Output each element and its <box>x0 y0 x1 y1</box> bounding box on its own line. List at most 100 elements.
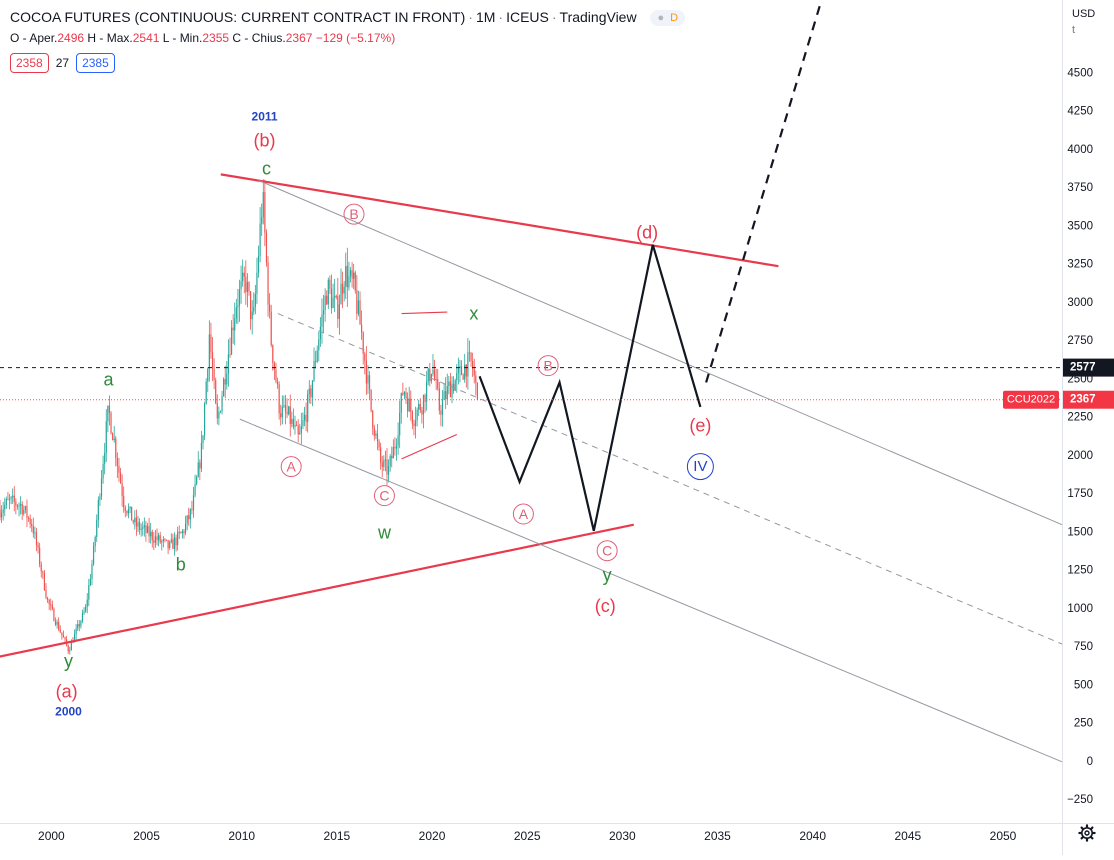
wave-label-2011[interactable]: 2011 <box>252 109 278 123</box>
gray-trendline[interactable] <box>277 313 1063 645</box>
candle <box>226 361 228 390</box>
projected-breakout-line[interactable] <box>705 0 832 383</box>
time-tick-label: 2020 <box>419 829 446 843</box>
candle <box>378 439 380 452</box>
ask-price-button[interactable]: 2385 <box>76 53 115 73</box>
candle <box>373 424 375 441</box>
candle <box>262 179 264 225</box>
time-tick-label: 2015 <box>324 829 351 843</box>
candle <box>313 347 315 383</box>
candle <box>354 270 356 294</box>
chart-exchange: ICEUS <box>506 9 549 25</box>
wave-label-b[interactable]: B <box>343 203 365 225</box>
wave-label-e[interactable]: (e) <box>689 415 711 435</box>
wave-label-b[interactable]: b <box>176 554 186 574</box>
wave-label-b-text: b <box>176 554 186 574</box>
candle <box>170 533 172 544</box>
wave-label-b[interactable]: B <box>537 355 559 377</box>
candle <box>289 394 291 437</box>
chart-interval[interactable]: 1M <box>475 9 496 25</box>
candle <box>303 406 306 427</box>
time-axis[interactable]: 2000 2005 2010 2015 2020 2025 2030 2035 2040 2045… <box>38 829 1017 843</box>
candle <box>229 337 231 359</box>
wave-label-c[interactable]: (c) <box>595 596 616 616</box>
candle <box>177 526 179 551</box>
candles-layer <box>0 179 478 655</box>
candle <box>322 294 325 333</box>
candle <box>175 534 177 552</box>
gray-trendline[interactable] <box>239 418 1063 763</box>
red-trendline[interactable] <box>401 311 448 315</box>
projected-wave-path[interactable] <box>478 244 702 532</box>
wave-label-iv[interactable]: IV <box>686 453 714 481</box>
candle <box>56 619 58 629</box>
wave-label-a-text: a <box>103 369 114 389</box>
wave-label-y[interactable]: y <box>64 651 73 671</box>
candle <box>39 542 41 568</box>
candle <box>332 283 334 309</box>
candle <box>210 322 212 359</box>
candle <box>365 346 367 395</box>
candle <box>421 406 423 424</box>
candle <box>88 578 90 607</box>
wave-label-c-text: c <box>262 158 271 178</box>
wave-label-d[interactable]: (d) <box>636 223 658 243</box>
candle <box>205 378 207 405</box>
candle <box>321 298 323 344</box>
settings-button[interactable] <box>1078 824 1096 842</box>
time-tick-label: 2025 <box>514 829 541 843</box>
currency-label[interactable]: USD <box>1072 8 1096 20</box>
candle <box>5 496 7 509</box>
wave-label-y[interactable]: y <box>603 565 612 585</box>
chart-source: TradingView <box>559 9 637 25</box>
candle <box>116 452 118 478</box>
wave-label-b[interactable]: (b) <box>254 131 276 151</box>
wave-label-a[interactable]: A <box>280 456 302 478</box>
wave-label-a[interactable]: (a) <box>56 681 78 701</box>
wave-label-c[interactable]: C <box>596 540 618 562</box>
wave-label-a-text: A <box>519 506 529 522</box>
candle <box>370 389 372 413</box>
candle <box>183 528 185 539</box>
price-axis[interactable]: −250 0 250 500 750 1000 1250 1500 1750 2000 2250 25… <box>1067 67 1093 806</box>
wave-label-x[interactable]: x <box>469 304 478 324</box>
price-tick-label: 4250 <box>1067 106 1093 118</box>
red-trendline[interactable] <box>220 173 779 268</box>
candle <box>276 377 279 389</box>
candle <box>18 502 20 517</box>
candle <box>203 401 206 441</box>
candle <box>449 372 452 398</box>
candle <box>132 519 134 525</box>
candle <box>299 423 301 435</box>
red-trendline[interactable] <box>0 523 634 661</box>
gray-trendline[interactable] <box>258 180 1063 526</box>
time-tick-label: 2050 <box>990 829 1017 843</box>
candle <box>265 229 268 267</box>
wave-label-c[interactable]: c <box>262 158 271 178</box>
candle <box>462 373 464 380</box>
wave-label-2000-text: 2000 <box>55 704 82 718</box>
candle <box>473 358 475 384</box>
wave-label-a[interactable]: a <box>103 369 114 389</box>
candle <box>457 357 459 385</box>
candle <box>104 442 106 475</box>
wave-label-a[interactable]: A <box>512 503 534 525</box>
candle <box>307 389 309 433</box>
wave-label-2000[interactable]: 2000 <box>55 704 82 718</box>
candle <box>97 496 99 528</box>
red-trendline[interactable] <box>401 433 457 460</box>
candle <box>188 507 190 526</box>
time-tick-label: 2040 <box>799 829 826 843</box>
wave-label-w[interactable]: w <box>377 522 392 542</box>
wave-labels-layer: (b) c 2011 B (d) x Ba (e) A IV C Aw b Cy (c) y (a) 2000 <box>55 109 714 718</box>
candle <box>403 390 406 400</box>
bid-price-button[interactable]: 2358 <box>10 53 49 73</box>
candle <box>202 435 204 450</box>
candle <box>400 392 402 424</box>
status-badge[interactable]: ● D <box>650 10 686 26</box>
wave-label-c[interactable]: C <box>373 485 395 507</box>
low-label: L - Min. <box>162 31 203 45</box>
candle <box>419 398 421 414</box>
